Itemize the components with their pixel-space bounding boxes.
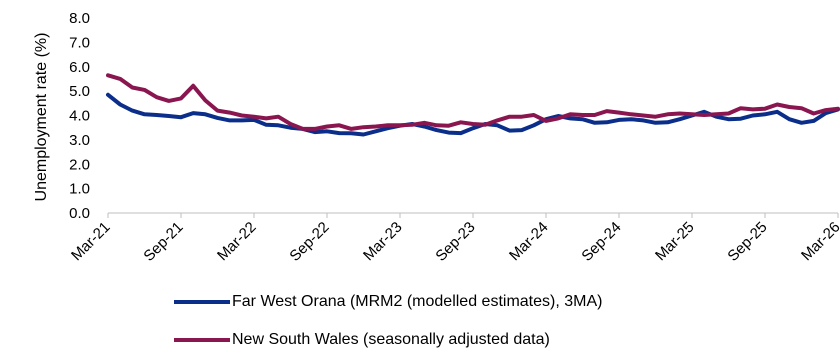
x-axis-ticks: Mar-21 Sep-21 Mar-22 Sep-22 Mar-23 Sep-23 Mar-… <box>68 213 840 265</box>
x-tick-label: Mar-23 <box>360 219 406 265</box>
y-tick-label: 5.0 <box>69 83 90 100</box>
legend-label-new-south-wales: New South Wales (seasonally adjusted dat… <box>232 331 550 348</box>
y-tick-label: 4.0 <box>69 108 90 125</box>
y-tick-label: 7.0 <box>69 34 90 51</box>
y-tick-label: 3.0 <box>69 132 90 149</box>
y-tick-label: 2.0 <box>69 156 90 173</box>
y-tick-label: 0.0 <box>69 205 90 222</box>
x-tick-label: Sep-24 <box>578 219 624 265</box>
y-tick-label: 8.0 <box>69 10 90 27</box>
series-layer <box>106 73 840 137</box>
legend-label-far-west-orana: Far West Orana (MRM2 (modelled estimates… <box>232 293 603 310</box>
legend-swatch-new-south-wales <box>174 338 230 342</box>
y-tick-label: 1.0 <box>69 181 90 198</box>
x-tick-label: Mar-22 <box>214 219 260 265</box>
x-tick-label: Mar-21 <box>68 219 114 265</box>
x-tick-label: Sep-21 <box>140 219 186 265</box>
x-tick-label: Mar-24 <box>506 219 552 265</box>
x-tick-label: Mar-26 <box>798 219 840 265</box>
y-axis-ticks: 0.0 1.0 2.0 3.0 4.0 5.0 6.0 7.0 8.0 <box>69 10 90 222</box>
series-line-far-west-orana <box>106 92 840 137</box>
y-axis-title: Unemployment rate (%) <box>33 33 50 202</box>
y-tick-label: 6.0 <box>69 59 90 76</box>
x-tick-label: Sep-25 <box>724 219 770 265</box>
x-tick-label: Mar-25 <box>652 219 698 265</box>
y-axis-title-group: Unemployment rate (%) <box>33 33 50 202</box>
legend-swatch-far-west-orana <box>174 300 230 304</box>
legend-item-far-west-orana: Far West Orana (MRM2 (modelled estimates… <box>174 293 602 311</box>
x-tick-label: Sep-22 <box>286 219 332 265</box>
series-line-new-south-wales <box>106 73 840 131</box>
legend-item-new-south-wales: New South Wales (seasonally adjusted dat… <box>174 331 550 349</box>
line-chart: Unemployment rate (%) 0.0 1.0 2.0 3.0 4.0 5.0… <box>33 10 840 265</box>
x-tick-label: Sep-23 <box>432 219 478 265</box>
